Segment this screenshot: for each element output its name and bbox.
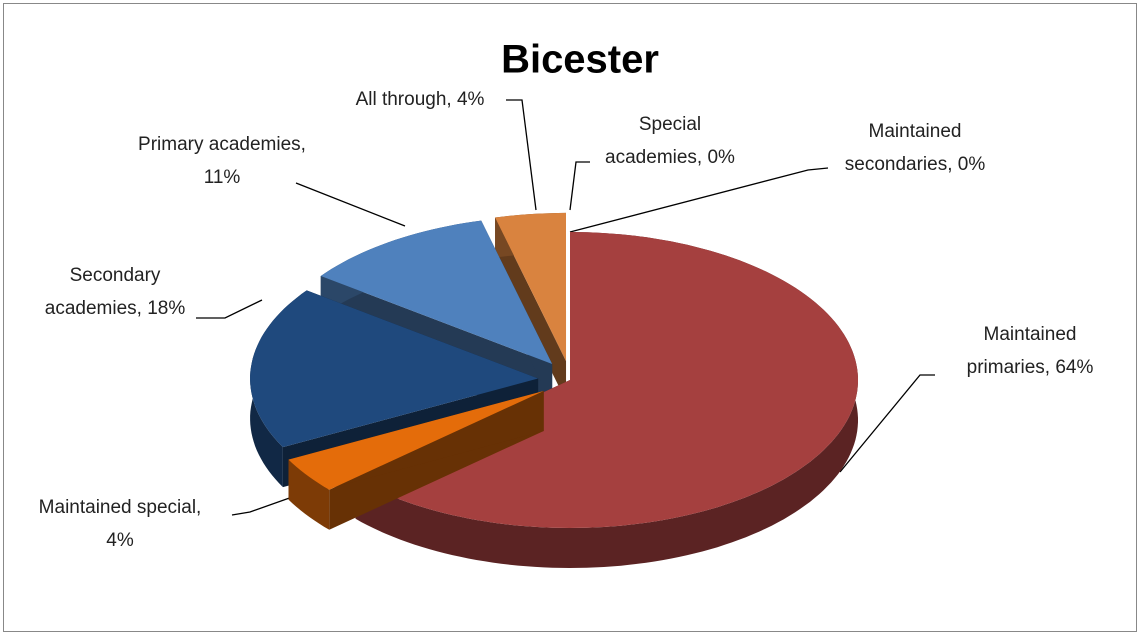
slice-top: [495, 212, 567, 361]
slice-wall: [288, 459, 330, 530]
label-line: Secondary: [70, 265, 161, 286]
label-line: Maintained: [984, 324, 1077, 345]
label-line: All through, 4%: [356, 89, 485, 110]
label-line: primaries, 64%: [967, 357, 1094, 378]
data-label: Maintained primaries, 64%: [967, 324, 1094, 378]
label-line: 4%: [106, 530, 134, 551]
data-label: Secondary academies, 18%: [45, 265, 186, 319]
slice-top: [250, 290, 539, 448]
label-line: secondaries, 0%: [845, 154, 986, 175]
pie-slice: [288, 390, 544, 530]
label-line: academies, 18%: [45, 298, 186, 319]
slice-top: [320, 220, 553, 365]
label-line: Maintained: [869, 121, 962, 142]
data-label: All through, 4%: [356, 89, 485, 110]
slice-side: [495, 217, 567, 401]
label-line: Maintained special,: [39, 497, 202, 518]
label-line: academies, 0%: [605, 147, 735, 168]
data-label: Primary academies, 11%: [138, 134, 306, 188]
slice-top: [288, 390, 544, 490]
data-label: Special academies, 0%: [605, 114, 735, 168]
data-label: Maintained special, 4%: [39, 497, 202, 551]
label-line: 11%: [204, 167, 241, 188]
slice-wall: [355, 232, 858, 568]
chart-title: Bicester: [501, 38, 659, 82]
data-label: Maintained secondaries, 0%: [845, 121, 986, 175]
label-line: Primary academies,: [138, 134, 306, 155]
label-line: Special: [639, 114, 701, 135]
pie-slice: [495, 212, 567, 401]
